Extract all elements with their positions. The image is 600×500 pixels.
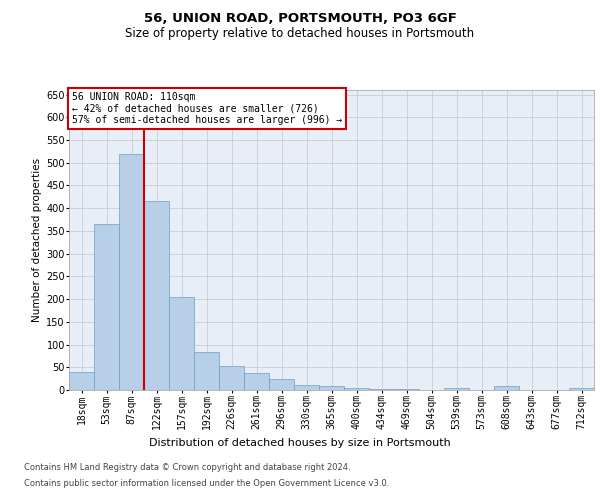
Bar xyxy=(294,386,319,390)
Text: Contains public sector information licensed under the Open Government Licence v3: Contains public sector information licen… xyxy=(24,478,389,488)
Bar xyxy=(169,297,194,390)
Text: Contains HM Land Registry data © Crown copyright and database right 2024.: Contains HM Land Registry data © Crown c… xyxy=(24,464,350,472)
Text: Distribution of detached houses by size in Portsmouth: Distribution of detached houses by size … xyxy=(149,438,451,448)
Bar xyxy=(569,388,594,390)
Bar xyxy=(244,372,269,390)
Bar xyxy=(369,388,394,390)
Bar xyxy=(269,379,294,390)
Bar xyxy=(394,389,419,390)
Bar xyxy=(119,154,144,390)
Bar xyxy=(444,388,469,390)
Bar xyxy=(94,224,119,390)
Bar xyxy=(69,372,94,390)
Text: 56, UNION ROAD, PORTSMOUTH, PO3 6GF: 56, UNION ROAD, PORTSMOUTH, PO3 6GF xyxy=(143,12,457,26)
Bar xyxy=(319,386,344,390)
Text: 56 UNION ROAD: 110sqm
← 42% of detached houses are smaller (726)
57% of semi-det: 56 UNION ROAD: 110sqm ← 42% of detached … xyxy=(71,92,342,124)
Bar xyxy=(344,388,369,390)
Text: Size of property relative to detached houses in Portsmouth: Size of property relative to detached ho… xyxy=(125,28,475,40)
Bar xyxy=(144,202,169,390)
Y-axis label: Number of detached properties: Number of detached properties xyxy=(32,158,42,322)
Bar xyxy=(194,352,219,390)
Bar xyxy=(219,366,244,390)
Bar xyxy=(494,386,519,390)
